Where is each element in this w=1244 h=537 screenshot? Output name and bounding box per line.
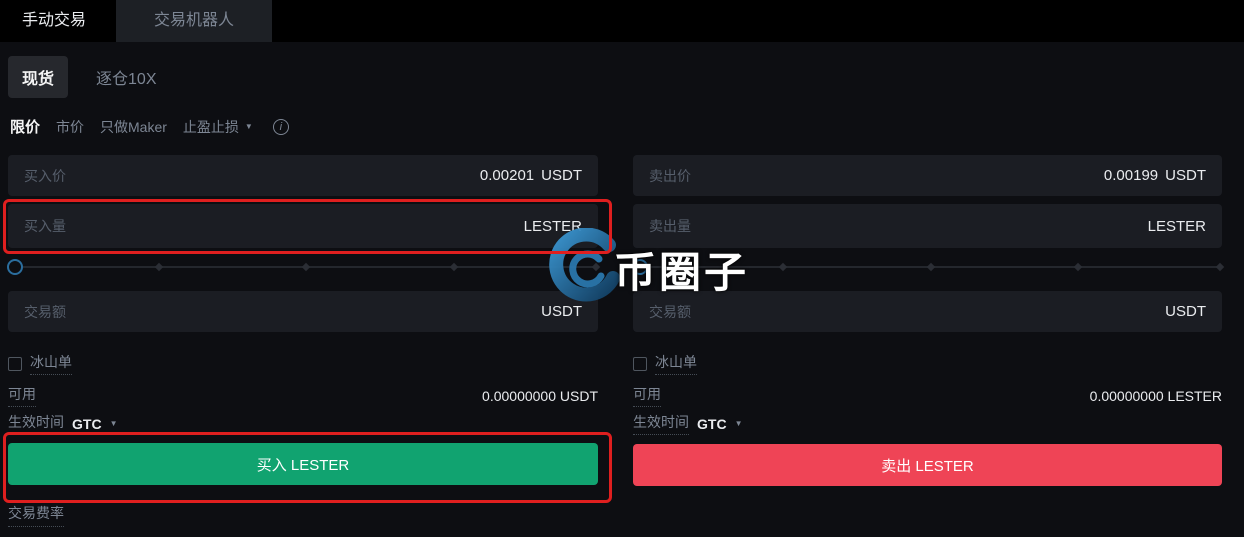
- slider-tick: [926, 262, 935, 272]
- buy-button[interactable]: 买入 LESTER: [8, 443, 598, 485]
- slider-handle[interactable]: [7, 259, 23, 275]
- sell-amount-unit: LESTER: [1147, 217, 1206, 235]
- slider-handle[interactable]: [632, 259, 648, 275]
- buy-amount-slider[interactable]: [7, 259, 601, 275]
- buy-total-unit: USDT: [541, 303, 582, 320]
- buy-price-unit: USDT: [541, 167, 582, 184]
- sell-button[interactable]: 卖出 LESTER: [633, 444, 1222, 486]
- sell-price-field[interactable]: 0.00199 USDT: [633, 155, 1222, 196]
- order-type-post-only[interactable]: 只做Maker: [100, 118, 167, 135]
- buy-available-value: 0.00000000 USDT: [482, 387, 598, 404]
- buy-total-field[interactable]: USDT: [8, 291, 598, 332]
- buy-price-field[interactable]: 0.00201 USDT: [8, 155, 598, 196]
- chevron-down-icon: ▼: [109, 418, 118, 428]
- sell-iceberg-checkbox[interactable]: [633, 356, 647, 371]
- buy-total-input[interactable]: [24, 303, 542, 320]
- slider-tick: [779, 262, 788, 272]
- slider-tick: [449, 262, 458, 272]
- sell-price-value: 0.00199 USDT: [1104, 167, 1206, 184]
- buy-amount-unit: LESTER: [523, 217, 582, 235]
- sell-price-unit: USDT: [1165, 167, 1206, 184]
- tab-isolated-10x[interactable]: 逐仓10X: [96, 71, 157, 88]
- buy-tif-select[interactable]: GTC: [72, 415, 102, 432]
- sell-amount-slider[interactable]: [632, 259, 1225, 275]
- top-tab-bar: 手动交易 交易机器人: [0, 0, 1244, 42]
- info-icon[interactable]: i: [272, 118, 289, 135]
- tab-trading-bot[interactable]: 交易机器人: [116, 0, 273, 42]
- sell-total-field[interactable]: USDT: [633, 291, 1222, 332]
- market-tab-bar: 现货 逐仓10X: [8, 56, 157, 98]
- buy-tif-label: 生效时间: [8, 412, 64, 435]
- order-type-stop-limit[interactable]: 止盈止损 ▼: [183, 117, 253, 137]
- buy-amount-field[interactable]: LESTER: [8, 204, 598, 248]
- sell-tif-select[interactable]: GTC: [697, 415, 727, 432]
- slider-tick: [1215, 262, 1225, 272]
- buy-price-number: 0.00201: [479, 167, 535, 184]
- order-type-bar: 限价 市价 只做Maker 止盈止损 ▼ i: [10, 116, 289, 137]
- sell-tif-label: 生效时间: [633, 412, 689, 435]
- order-type-limit[interactable]: 限价: [10, 119, 41, 136]
- sell-amount-field[interactable]: LESTER: [633, 204, 1222, 248]
- tab-spot[interactable]: 现货: [8, 56, 69, 98]
- buy-amount-input[interactable]: [24, 218, 524, 234]
- sell-price-input[interactable]: [649, 167, 1104, 184]
- buy-price-input[interactable]: [24, 167, 480, 184]
- sell-total-input[interactable]: [649, 303, 1166, 320]
- slider-tick: [591, 262, 601, 272]
- order-type-stop-limit-label: 止盈止损: [182, 118, 239, 135]
- sell-column: 0.00199 USDT LESTER USDT: [632, 155, 1225, 537]
- buy-iceberg-label: 冰山单: [30, 352, 72, 375]
- buy-available-label: 可用: [8, 384, 36, 407]
- sell-available-value: 0.00000000 LESTER: [1089, 387, 1222, 404]
- buy-column: 0.00201 USDT LESTER USDT: [7, 155, 601, 537]
- sell-total-unit: USDT: [1165, 303, 1206, 320]
- chevron-down-icon: ▼: [734, 418, 743, 428]
- sell-amount-input[interactable]: [649, 218, 1148, 234]
- fee-rate-label: 交易费率: [8, 503, 64, 527]
- buy-price-value: 0.00201 USDT: [480, 167, 582, 184]
- order-type-market[interactable]: 市价: [56, 118, 85, 135]
- sell-iceberg-label: 冰山单: [655, 352, 697, 375]
- sell-price-number: 0.00199: [1103, 167, 1159, 184]
- chevron-down-icon: ▼: [244, 121, 253, 131]
- slider-tick: [154, 262, 163, 272]
- buy-iceberg-checkbox[interactable]: [8, 356, 22, 371]
- slider-tick: [301, 262, 311, 272]
- tab-manual-trading[interactable]: 手动交易: [0, 0, 117, 42]
- sell-available-label: 可用: [633, 384, 661, 407]
- slider-tick: [1073, 262, 1082, 272]
